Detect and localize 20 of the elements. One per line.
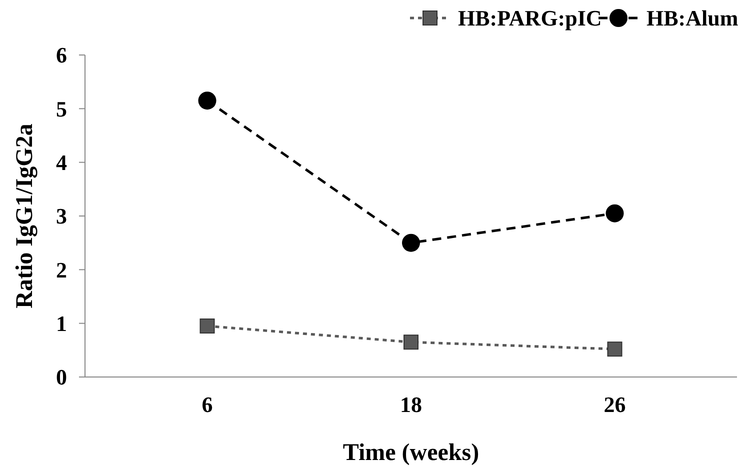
point	[198, 92, 216, 110]
x-tick-label: 6	[202, 392, 213, 417]
x-tick-label: 18	[400, 392, 422, 417]
y-tick-label: 0	[56, 364, 67, 390]
y-tick-label: 1	[56, 311, 67, 336]
legend-label: HB:Alum	[646, 6, 738, 31]
y-tick-label: 5	[56, 96, 67, 122]
point	[606, 204, 624, 222]
legend-label: HB:PARG:pIC	[458, 6, 602, 31]
y-tick-label: 3	[56, 204, 67, 229]
x-tick-label: 26	[604, 392, 626, 417]
y-tick-label: 4	[56, 150, 67, 176]
x-axis-title: Time (weeks)	[342, 440, 480, 466]
y-tick-label: 6	[56, 42, 67, 68]
point	[607, 342, 622, 357]
y-axis-title: Ratio IgG1/IgG2a	[12, 124, 38, 308]
point	[404, 334, 418, 350]
point	[200, 318, 215, 334]
point	[402, 234, 420, 252]
y-tick-label: 2	[56, 257, 67, 282]
